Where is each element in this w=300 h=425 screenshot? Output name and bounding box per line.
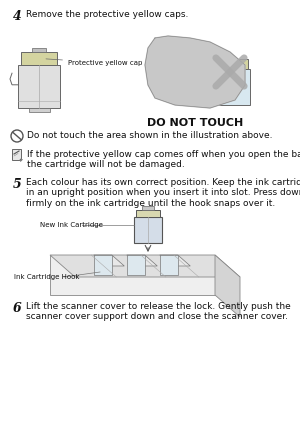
Polygon shape [20,159,22,161]
Text: 6: 6 [13,302,22,315]
Bar [28,108,50,112]
Text: New Ink Cartridge: New Ink Cartridge [40,222,103,228]
Polygon shape [50,255,240,277]
Bar [217,59,248,69]
Bar [32,48,46,52]
Text: Ink Cartridge Hook: Ink Cartridge Hook [14,274,80,280]
Polygon shape [215,255,240,317]
Polygon shape [145,36,245,108]
Circle shape [11,130,23,142]
Text: DO NOT TOUCH: DO NOT TOUCH [147,118,243,128]
Bar [215,69,250,105]
Text: If the protective yellow cap comes off when you open the bag,
the cartridge will: If the protective yellow cap comes off w… [27,150,300,170]
Polygon shape [160,255,190,266]
Polygon shape [50,255,215,295]
Bar [134,217,162,243]
Polygon shape [127,255,157,266]
Text: Protective yellow cap: Protective yellow cap [46,59,142,66]
Text: Remove the protective yellow caps.: Remove the protective yellow caps. [26,10,188,19]
Text: 5: 5 [13,178,22,191]
Polygon shape [13,150,22,161]
Text: Do not touch the area shown in the illustration above.: Do not touch the area shown in the illus… [27,130,272,139]
Polygon shape [94,255,124,266]
Bar [127,255,145,275]
Bar [142,206,154,210]
Text: Each colour has its own correct position. Keep the ink cartridge
in an upright p: Each colour has its own correct position… [26,178,300,208]
FancyBboxPatch shape [18,65,60,108]
Bar [136,210,160,217]
Bar [94,255,112,275]
Text: Lift the scanner cover to release the lock. Gently push the
scanner cover suppor: Lift the scanner cover to release the lo… [26,302,291,321]
Bar [160,255,178,275]
Bar [21,52,57,65]
Text: 4: 4 [13,10,22,23]
